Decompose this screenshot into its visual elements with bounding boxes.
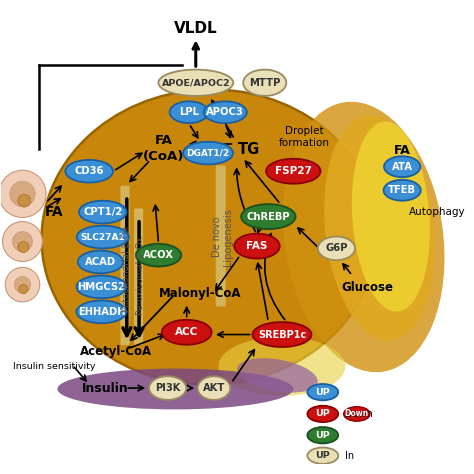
Text: LPL: LPL xyxy=(179,107,199,117)
Ellipse shape xyxy=(170,101,208,123)
Ellipse shape xyxy=(149,376,186,400)
Ellipse shape xyxy=(158,70,233,96)
Text: TG: TG xyxy=(238,142,260,157)
Ellipse shape xyxy=(18,194,31,207)
Ellipse shape xyxy=(76,275,127,298)
Text: FA: FA xyxy=(45,205,64,219)
Ellipse shape xyxy=(307,447,338,464)
Ellipse shape xyxy=(234,234,280,258)
Text: CPT1/2: CPT1/2 xyxy=(83,207,122,217)
Text: Droplet
formation: Droplet formation xyxy=(279,127,330,148)
FancyBboxPatch shape xyxy=(216,165,226,306)
Ellipse shape xyxy=(307,384,338,401)
Text: HMGCS2: HMGCS2 xyxy=(77,282,126,292)
Text: FSP27: FSP27 xyxy=(275,166,312,176)
Ellipse shape xyxy=(253,322,311,347)
Text: EHHADH: EHHADH xyxy=(78,307,125,317)
Text: AKT: AKT xyxy=(203,383,225,393)
Ellipse shape xyxy=(198,376,230,400)
Text: Down: Down xyxy=(345,410,369,419)
Ellipse shape xyxy=(10,181,35,207)
Text: Glucose: Glucose xyxy=(341,281,393,294)
Ellipse shape xyxy=(2,221,43,262)
Ellipse shape xyxy=(283,102,445,372)
Ellipse shape xyxy=(237,358,318,392)
Text: UP: UP xyxy=(315,410,330,419)
Ellipse shape xyxy=(76,301,127,323)
Ellipse shape xyxy=(136,244,181,266)
Ellipse shape xyxy=(162,320,212,345)
Text: SLC27A1: SLC27A1 xyxy=(81,233,125,241)
Text: DGAT1/2: DGAT1/2 xyxy=(186,148,229,157)
Ellipse shape xyxy=(0,170,46,218)
Text: Autophagy: Autophagy xyxy=(409,207,465,217)
Ellipse shape xyxy=(219,337,346,396)
Text: Malonyl-CoA: Malonyl-CoA xyxy=(159,287,242,300)
Text: ACAD: ACAD xyxy=(85,257,116,267)
Text: ACC: ACC xyxy=(175,327,198,337)
Text: FAS: FAS xyxy=(246,241,268,251)
Text: PI3K: PI3K xyxy=(155,383,180,393)
Ellipse shape xyxy=(5,267,40,302)
Text: Acetyl-CoA: Acetyl-CoA xyxy=(80,345,153,358)
Ellipse shape xyxy=(79,201,127,223)
Ellipse shape xyxy=(57,369,293,410)
Text: Insulin sensitivity: Insulin sensitivity xyxy=(13,362,95,371)
Text: SREBP1c: SREBP1c xyxy=(258,329,306,339)
Ellipse shape xyxy=(344,407,370,421)
Text: UP: UP xyxy=(315,388,330,397)
Ellipse shape xyxy=(266,159,320,184)
Text: FA: FA xyxy=(394,144,410,157)
Ellipse shape xyxy=(307,427,338,443)
Text: CD36: CD36 xyxy=(74,166,104,176)
Text: (CoA): (CoA) xyxy=(143,150,185,163)
Text: ChREBP: ChREBP xyxy=(246,211,290,221)
Ellipse shape xyxy=(383,180,421,201)
Ellipse shape xyxy=(307,406,338,422)
Text: UP: UP xyxy=(315,451,330,460)
Ellipse shape xyxy=(204,101,247,123)
Ellipse shape xyxy=(42,90,377,384)
Text: Peroxisomal β-Ox: Peroxisomal β-Ox xyxy=(136,236,145,315)
Text: FA: FA xyxy=(155,134,173,147)
Text: Mitochondrial β-Ox: Mitochondrial β-Ox xyxy=(122,226,131,312)
Text: APOC3: APOC3 xyxy=(206,107,244,117)
Ellipse shape xyxy=(12,232,32,252)
Ellipse shape xyxy=(384,156,420,177)
Text: APOE/APOC2: APOE/APOC2 xyxy=(162,78,230,87)
Text: G6P: G6P xyxy=(325,243,347,253)
Text: UP: UP xyxy=(315,431,330,440)
Text: ACOX: ACOX xyxy=(143,250,174,260)
Text: TFEB: TFEB xyxy=(388,185,416,195)
Ellipse shape xyxy=(78,251,123,273)
Ellipse shape xyxy=(183,142,233,164)
Ellipse shape xyxy=(19,284,28,294)
Text: Insulin: Insulin xyxy=(82,382,128,394)
Ellipse shape xyxy=(77,226,129,248)
Ellipse shape xyxy=(324,115,435,341)
Text: De novo
Lipogenesis: De novo Lipogenesis xyxy=(212,208,233,266)
Text: VLDL: VLDL xyxy=(174,21,218,36)
Ellipse shape xyxy=(14,276,31,293)
Ellipse shape xyxy=(243,70,286,96)
Ellipse shape xyxy=(318,237,355,260)
Ellipse shape xyxy=(352,121,430,312)
Ellipse shape xyxy=(241,204,296,229)
Text: Down: Down xyxy=(345,409,372,419)
Text: ATA: ATA xyxy=(392,162,413,172)
Text: MTTP: MTTP xyxy=(249,78,281,88)
FancyBboxPatch shape xyxy=(134,209,143,345)
Text: In: In xyxy=(345,451,354,461)
Ellipse shape xyxy=(18,242,29,253)
Ellipse shape xyxy=(65,160,113,182)
FancyBboxPatch shape xyxy=(120,186,129,345)
